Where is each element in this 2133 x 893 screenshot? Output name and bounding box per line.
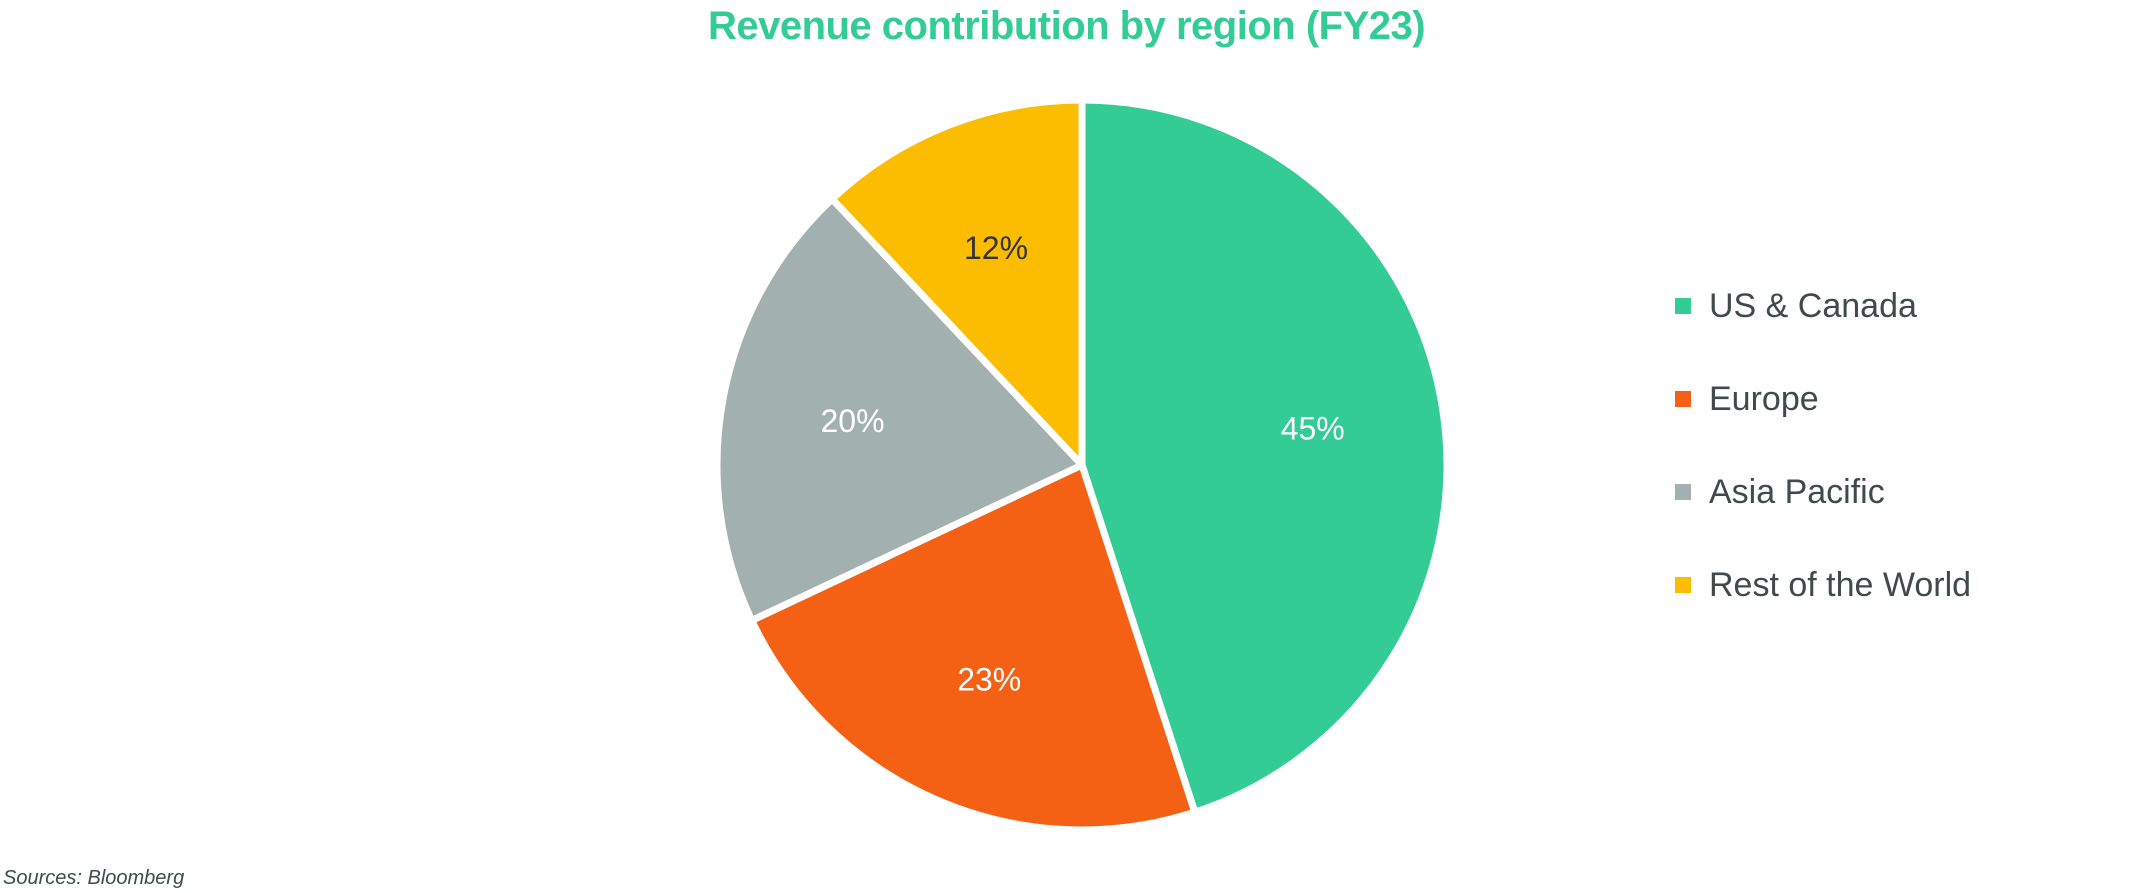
source-note: Sources: Bloomberg <box>3 867 185 889</box>
legend-label: Rest of the World <box>1709 565 1972 604</box>
legend-label: Europe <box>1709 379 1819 418</box>
legend-item-asia-pacific: Asia Pacific <box>1675 472 1971 512</box>
pie-slices <box>713 96 1451 834</box>
legend-item-europe: Europe <box>1675 379 1971 419</box>
pie-data-labels: 45% 23% 20% 12% <box>821 230 1345 698</box>
legend-label: Asia Pacific <box>1709 472 1885 511</box>
data-label-rest-of-the-world: 12% <box>964 230 1028 266</box>
legend-swatch <box>1675 577 1691 593</box>
pie-slice-us-and-canada <box>1078 96 1451 816</box>
legend-label: US & Canada <box>1709 286 1917 325</box>
pie-slice-rest-of-the-world <box>828 96 1086 469</box>
pie-slice-asia-pacific <box>713 195 1086 624</box>
legend-item-rest-of-the-world: Rest of the World <box>1675 565 1971 605</box>
legend-swatch <box>1675 484 1691 500</box>
data-label-asia-pacific: 20% <box>821 403 885 439</box>
pie-slice-europe <box>748 461 1199 834</box>
data-label-us-and-canada: 45% <box>1281 410 1345 446</box>
legend-swatch <box>1675 391 1691 407</box>
legend: US & Canada Europe Asia Pacific Rest of the… <box>1675 286 1971 658</box>
data-label-europe: 23% <box>957 661 1021 697</box>
chart-title: Revenue contribution by region (FY23) <box>707 4 1426 48</box>
legend-item-us-and-canada: US & Canada <box>1675 286 1971 326</box>
legend-swatch <box>1675 298 1691 314</box>
